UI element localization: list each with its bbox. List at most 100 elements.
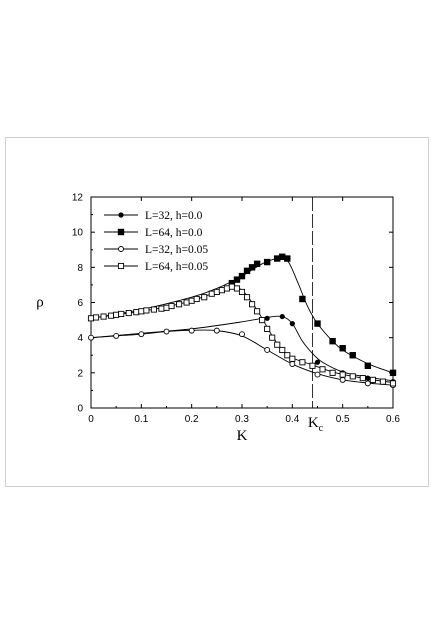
x-tick-label: 0.5 — [336, 414, 350, 425]
series-2-point — [238, 272, 246, 280]
series-4-point — [125, 310, 132, 317]
series-4-point — [213, 288, 220, 296]
series-4-point — [329, 369, 336, 376]
series-4-point — [183, 299, 190, 306]
series-2 — [90, 253, 397, 377]
y-tick-label: 4 — [77, 333, 83, 344]
plot-area — [90, 196, 394, 409]
series-4-point — [188, 297, 195, 304]
legend-marker — [117, 262, 125, 270]
series-4-point — [218, 287, 225, 294]
series-4-point — [108, 312, 115, 319]
series-4-point — [319, 366, 326, 373]
series-3-point — [314, 371, 321, 378]
series-layer — [87, 253, 397, 389]
x-tick-label: 0.2 — [185, 414, 199, 425]
series-4-point — [369, 376, 376, 383]
series-4-point — [249, 301, 256, 308]
series-1-line — [90, 315, 394, 382]
series-2-point — [243, 267, 251, 275]
x-tick-label: 0.4 — [285, 414, 299, 425]
series-4-point — [339, 371, 346, 378]
x-axis-label: K — [237, 428, 248, 444]
series-4-point — [158, 305, 165, 312]
series-2-point — [233, 276, 241, 283]
legend-marker — [117, 228, 125, 236]
series-3-point — [138, 331, 145, 338]
y-tick-label: 2 — [77, 368, 83, 379]
series-4-point — [309, 362, 316, 369]
series-3-point — [88, 334, 94, 341]
legend-item: L=32, h=0.05 — [104, 244, 208, 256]
series-3-point — [339, 376, 346, 383]
series-4-point — [359, 375, 366, 382]
y-tick-label: 0 — [77, 404, 83, 415]
x-tick-label: 0.3 — [235, 414, 249, 425]
x-tick-label: 0.1 — [134, 414, 148, 425]
series-2-point — [364, 362, 372, 369]
x-tick-label: 0 — [88, 414, 94, 425]
series-4-point — [223, 285, 230, 292]
legend-label: L=64, h=0.0 — [145, 227, 203, 239]
series-4-point — [254, 308, 261, 315]
y-tick-labels: 0 2 4 6 8 10 12 — [72, 193, 84, 415]
series-3-point — [113, 332, 120, 339]
series-4-point — [133, 309, 140, 316]
series-4-point — [201, 294, 208, 301]
series-2-point — [389, 369, 397, 377]
y-tick-label: 10 — [72, 228, 84, 239]
series-3-point — [213, 327, 220, 334]
series-4-point — [208, 290, 215, 297]
series-1-point — [365, 375, 371, 381]
legend: L=32, h=0.0 L=64, h=0.0 L=32, h=0.05 L=64, … — [104, 210, 208, 273]
series-3-point — [163, 328, 170, 335]
series-4-point — [193, 295, 200, 303]
legend-item: L=64, h=0.0 — [104, 227, 203, 239]
series-4-point — [279, 346, 286, 354]
series-3-point — [364, 380, 371, 387]
series-4-point — [389, 380, 397, 387]
series-4-point — [168, 302, 175, 310]
series-3-point — [239, 331, 245, 338]
legend-label: L=32, h=0.05 — [145, 244, 208, 256]
series-4-point — [289, 355, 296, 362]
series-1-point — [314, 359, 321, 365]
y-tick-label: 6 — [77, 298, 83, 309]
series-2-point — [339, 345, 346, 352]
series-2-point — [263, 258, 271, 266]
legend-marker — [118, 212, 124, 218]
series-3-line — [90, 329, 394, 386]
series-4-point — [259, 317, 266, 324]
series-4-point — [228, 283, 235, 290]
series-4-point — [299, 359, 306, 366]
series-4-point — [269, 334, 276, 341]
series-3-point — [264, 347, 271, 353]
x-tick-label: 0.6 — [386, 414, 400, 425]
series-4-point — [150, 306, 157, 313]
series-2-point — [314, 320, 321, 327]
kc-annotation: Kc — [308, 415, 324, 434]
legend-label: L=64, h=0.05 — [145, 261, 208, 273]
series-2-point — [299, 295, 306, 303]
legend-marker — [118, 246, 124, 252]
series-4-point — [238, 288, 246, 296]
series-4 — [87, 283, 397, 387]
series-4-point — [113, 311, 120, 318]
series-3-point — [289, 361, 296, 367]
series-4-point — [143, 307, 150, 314]
series-4-point — [176, 301, 183, 308]
kc-annotation-subscript: c — [319, 423, 324, 434]
series-4-point — [163, 304, 170, 311]
series-4-point — [100, 313, 107, 320]
series-4-point — [92, 314, 100, 321]
legend-label: L=32, h=0.0 — [145, 210, 203, 222]
series-2-point — [279, 253, 286, 260]
series-1-point — [264, 315, 270, 321]
x-tick-labels: 0 0.1 0.2 0.3 0.4 0.5 0.6 — [88, 414, 400, 425]
tick-marks — [90, 196, 394, 409]
series-3-point — [188, 327, 195, 334]
y-axis-label: ρ — [36, 295, 44, 311]
series-2-point — [349, 352, 356, 359]
series-4-point — [233, 285, 241, 292]
